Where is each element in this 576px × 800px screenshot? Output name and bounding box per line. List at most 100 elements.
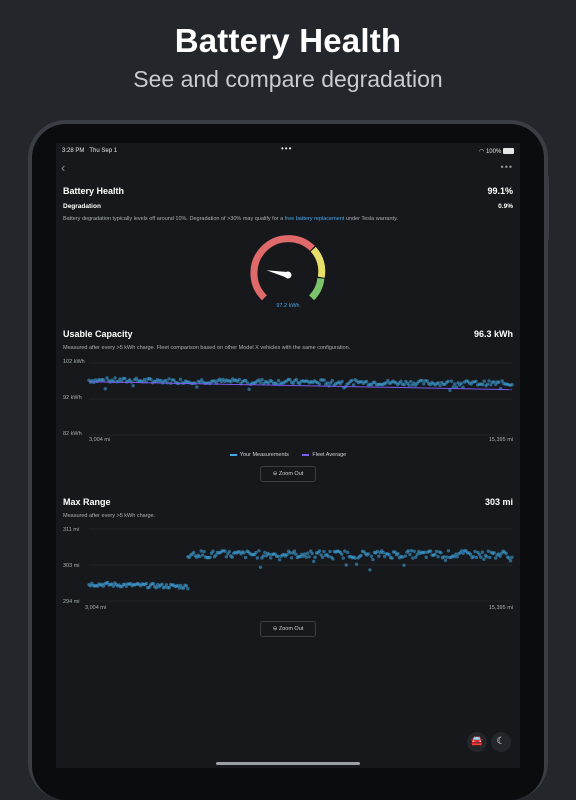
capacity-measurement-point — [167, 377, 171, 381]
capacity-measurement-point — [247, 387, 251, 391]
car-icon-button[interactable]: 🚘 — [467, 732, 487, 752]
range-measurement-point — [471, 555, 476, 559]
capacity-measurement-point — [195, 385, 199, 389]
battery-health-value: 99.1% — [487, 186, 513, 196]
capacity-measurement-point — [103, 387, 107, 391]
range-measurement-point — [306, 551, 310, 555]
range-measurement-point — [414, 555, 418, 559]
app-screen: 3:28 PM Thu Sep 1 ••• ◠ 100% ‹ ••• Batte… — [56, 143, 520, 768]
capacity-measurement-point — [510, 383, 514, 387]
capacity-measurement-point — [485, 382, 490, 386]
multitask-dots[interactable]: ••• — [281, 144, 293, 153]
range-measurement-point — [160, 582, 164, 586]
capacity-measurement-point — [497, 380, 501, 384]
range-measurement-point — [313, 555, 317, 559]
usable-capacity-value: 96.3 kWh — [473, 329, 513, 339]
capacity-ytick-top: 102 kWh — [63, 359, 85, 365]
capacity-measurement-point — [459, 381, 464, 385]
capacity-measurement-point — [288, 377, 292, 382]
range-measurement-point — [176, 583, 180, 588]
range-measurement-point — [223, 549, 227, 553]
free-battery-replacement-link[interactable]: free battery replacement — [284, 216, 345, 222]
status-right: ◠ 100% — [479, 148, 514, 155]
capacity-measurement-point — [340, 379, 344, 384]
max-range-value: 303 mi — [484, 497, 513, 507]
range-measurement-point — [144, 581, 148, 586]
range-measurement-point — [381, 550, 385, 555]
range-measurement-point — [328, 549, 332, 554]
capacity-measurement-point — [500, 379, 504, 383]
range-measurement-point — [461, 551, 465, 555]
capacity-measurement-point — [407, 383, 411, 387]
fleet-average-line — [88, 381, 513, 391]
range-measurement-point — [340, 552, 344, 556]
usable-capacity-description: Measured after every >5 kWh charge. Flee… — [63, 345, 351, 351]
range-measurement-point — [445, 555, 449, 559]
range-measurement-point — [224, 555, 228, 559]
range-measurement-point — [485, 555, 489, 559]
capacity-measurement-point — [489, 383, 493, 387]
back-chevron-icon[interactable]: ‹ — [61, 160, 66, 175]
zoom-out-icon: ⊖ — [272, 626, 278, 632]
capacity-measurement-point — [436, 381, 441, 385]
legend-fleet-average[interactable]: Fleet Average — [302, 452, 346, 458]
range-measurement-point — [504, 551, 508, 556]
gauge-arc-red — [250, 235, 315, 301]
range-measurement-point — [243, 555, 248, 560]
range-measurement-point — [276, 554, 280, 558]
range-measurement-point — [214, 553, 218, 557]
capacity-measurement-point — [159, 378, 163, 383]
capacity-measurement-point — [454, 385, 459, 389]
more-icon[interactable]: ••• — [500, 162, 513, 172]
capacity-legend: Your Measurements Fleet Average — [56, 452, 520, 458]
range-measurement-point — [255, 556, 260, 560]
capacity-measurement-point — [330, 378, 334, 383]
max-range-description: Measured after every >5 kWh charge. — [63, 513, 156, 519]
range-measurement-point — [415, 552, 419, 556]
range-measurement-point — [288, 551, 292, 555]
max-range-title: Max Range — [63, 497, 111, 507]
capacity-measurement-point — [364, 379, 369, 384]
battery-health-title: Battery Health — [63, 186, 125, 196]
legend-your-measurements[interactable]: Your Measurements — [229, 452, 289, 458]
range-measurement-point — [184, 584, 189, 588]
range-measurement-point — [409, 549, 414, 553]
range-measurement-point — [353, 556, 357, 560]
range-zoom-out-button[interactable]: ⊖ Zoom Out — [260, 621, 316, 637]
range-measurement-point — [423, 550, 427, 554]
range-measurement-point — [198, 554, 202, 559]
range-ytick-mid: 303 mi — [63, 563, 80, 569]
capacity-measurement-point — [461, 385, 465, 389]
capacity-xtick-start: 3,004 mi — [89, 437, 111, 443]
wifi-icon: ◠ — [479, 149, 485, 155]
range-measurement-point — [424, 555, 428, 559]
range-measurement-point — [277, 558, 282, 562]
capacity-measurement-point — [131, 384, 135, 388]
capacity-measurement-point — [134, 376, 139, 380]
dark-mode-moon-button[interactable]: ☾ — [491, 732, 511, 752]
range-measurement-point — [474, 555, 479, 560]
range-measurement-point — [492, 551, 496, 555]
gauge-arc-green — [308, 277, 325, 301]
capacity-measurement-point — [322, 378, 326, 382]
capacity-measurement-point — [178, 377, 183, 381]
range-measurement-point — [400, 555, 405, 559]
gauge-label: 97.2 kWh — [276, 303, 299, 309]
capacity-measurement-point — [237, 377, 241, 382]
range-measurement-point — [377, 554, 381, 558]
capacity-measurement-point — [422, 382, 426, 386]
range-measurement-point — [292, 549, 297, 553]
range-measurement-point — [227, 549, 231, 554]
range-measurement-point — [454, 552, 458, 556]
capacity-zoom-out-button[interactable]: ⊖ Zoom Out — [260, 466, 316, 482]
range-measurement-point — [468, 552, 473, 557]
range-measurement-point — [434, 549, 439, 554]
gauge-arc-yellow — [310, 246, 326, 278]
capacity-measurement-point — [113, 376, 117, 380]
range-measurement-point — [331, 557, 335, 561]
range-measurement-point — [202, 549, 206, 554]
range-measurement-point — [436, 555, 440, 559]
capacity-measurement-point — [409, 379, 413, 384]
capacity-xtick-end: 15,395 mi — [488, 437, 513, 443]
range-measurement-point — [366, 552, 371, 556]
